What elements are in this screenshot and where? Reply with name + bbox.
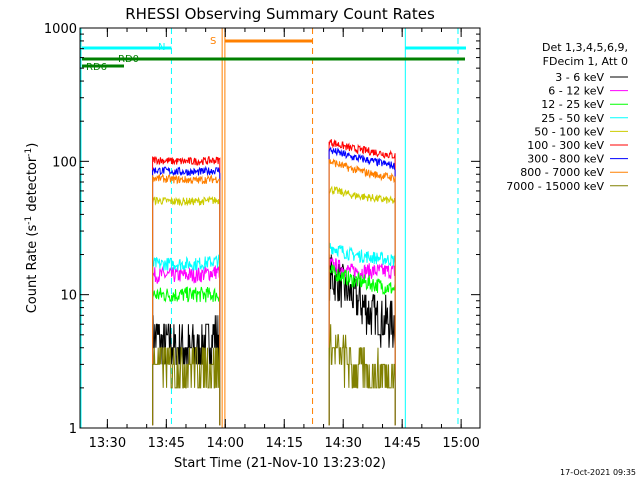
y-axis-label: Count Rate (s-1 detector-1) xyxy=(24,143,40,314)
s-label: S xyxy=(210,36,216,47)
series-line-6-seg1 xyxy=(152,165,221,426)
rd0-label: RD0 xyxy=(118,54,139,65)
series-line-5-seg2 xyxy=(328,138,396,426)
n-label: N xyxy=(158,42,165,53)
legend-entry-1: 6 - 12 keV xyxy=(548,85,604,98)
series-line-7-seg1 xyxy=(152,173,221,426)
legend-entry-8: 7000 - 15000 keV xyxy=(506,180,604,193)
plot-frame xyxy=(79,27,481,429)
legend-entry-5: 100 - 300 keV xyxy=(527,139,604,152)
x-tick-label: 14:45 xyxy=(383,436,420,451)
y-tick-label: 1 xyxy=(69,422,77,437)
series-line-7-seg2 xyxy=(328,158,396,426)
series-line-1-seg1 xyxy=(152,264,221,426)
series-line-3-seg1 xyxy=(152,254,221,426)
series-line-3-seg2 xyxy=(328,241,396,426)
series-line-5-seg1 xyxy=(152,155,221,426)
series-line-8-seg2 xyxy=(328,324,396,426)
x-tick-label: 14:00 xyxy=(207,436,244,451)
series-line-8-seg1 xyxy=(152,347,221,426)
x-tick-label: 14:30 xyxy=(324,436,361,451)
series-line-1-seg2 xyxy=(328,256,396,426)
x-tick-label: 14:15 xyxy=(266,436,303,451)
legend-header-line-2: FDecim 1, Att 0 xyxy=(543,55,628,68)
legend-entry-0: 3 - 6 keV xyxy=(555,71,604,84)
x-tick-label: 15:00 xyxy=(442,436,479,451)
legend-entry-4: 50 - 100 keV xyxy=(534,125,604,138)
timestamp: 17-Oct-2021 09:35 xyxy=(560,468,636,477)
y-tick-label: 1000 xyxy=(44,22,77,37)
series-line-2-seg2 xyxy=(328,264,396,426)
legend-header-line-1: Det 1,3,4,5,6,9, xyxy=(542,41,628,54)
y-tick-label: 10 xyxy=(60,289,77,304)
legend-entry-6: 300 - 800 keV xyxy=(527,153,604,166)
legend-entry-2: 12 - 25 keV xyxy=(541,98,604,111)
y-tick-label: 100 xyxy=(52,155,77,170)
x-axis-label: Start Time (21-Nov-10 13:23:02) xyxy=(174,456,386,471)
x-tick-label: 13:30 xyxy=(89,436,126,451)
series-line-0-seg2 xyxy=(328,254,396,426)
legend-entry-7: 800 - 7000 keV xyxy=(520,166,604,179)
chart-title: RHESSI Observing Summary Count Rates xyxy=(125,5,435,23)
x-tick-label: 13:45 xyxy=(148,436,185,451)
legend-entry-3: 25 - 50 keV xyxy=(541,112,604,125)
series-line-4-seg2 xyxy=(328,185,396,426)
rd6-label: RD6 xyxy=(86,62,107,73)
series-line-2-seg1 xyxy=(152,286,221,426)
series-line-0-seg1 xyxy=(152,315,221,426)
series-line-6-seg2 xyxy=(328,146,396,426)
series-line-4-seg1 xyxy=(152,195,221,426)
